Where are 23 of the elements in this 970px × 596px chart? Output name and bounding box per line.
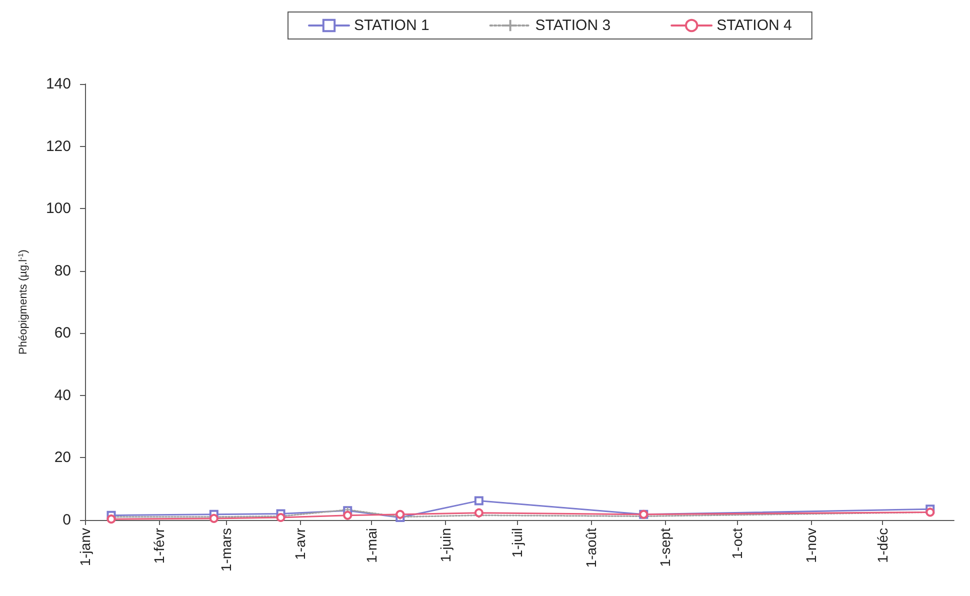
- y-tick-label: 140: [46, 76, 71, 92]
- x-tick-label: 1-oct: [728, 528, 745, 560]
- y-tick-label: 40: [54, 386, 71, 404]
- legend-label: STATION 4: [716, 17, 792, 34]
- x-tick-label: 1-janv: [77, 528, 93, 566]
- x-tick-label: 1-févr: [151, 528, 168, 564]
- y-tick-label: 120: [46, 138, 71, 155]
- x-tick-label: 1-avr: [292, 528, 308, 560]
- y-tick-label: 100: [46, 200, 71, 218]
- x-tick-label: 1-juin: [437, 528, 454, 562]
- y-tick-label: 60: [54, 324, 71, 342]
- y-tick-label: 20: [54, 449, 71, 466]
- x-tick-label: 1-juil: [509, 528, 526, 558]
- x-tick-label: 1-août: [583, 528, 600, 568]
- legend-label: STATION 1: [354, 17, 430, 34]
- x-tick-label: 1-sept: [657, 528, 674, 567]
- y-tick-label: 0: [62, 512, 71, 528]
- x-tick-label: 1-nov: [802, 528, 819, 564]
- y-tick-label: 80: [54, 262, 71, 280]
- x-tick-label: 1-déc: [874, 528, 890, 564]
- x-tick-label: 1-mars: [218, 528, 234, 572]
- x-tick-label: 1-mai: [363, 528, 380, 564]
- legend-label: STATION 3: [535, 17, 611, 34]
